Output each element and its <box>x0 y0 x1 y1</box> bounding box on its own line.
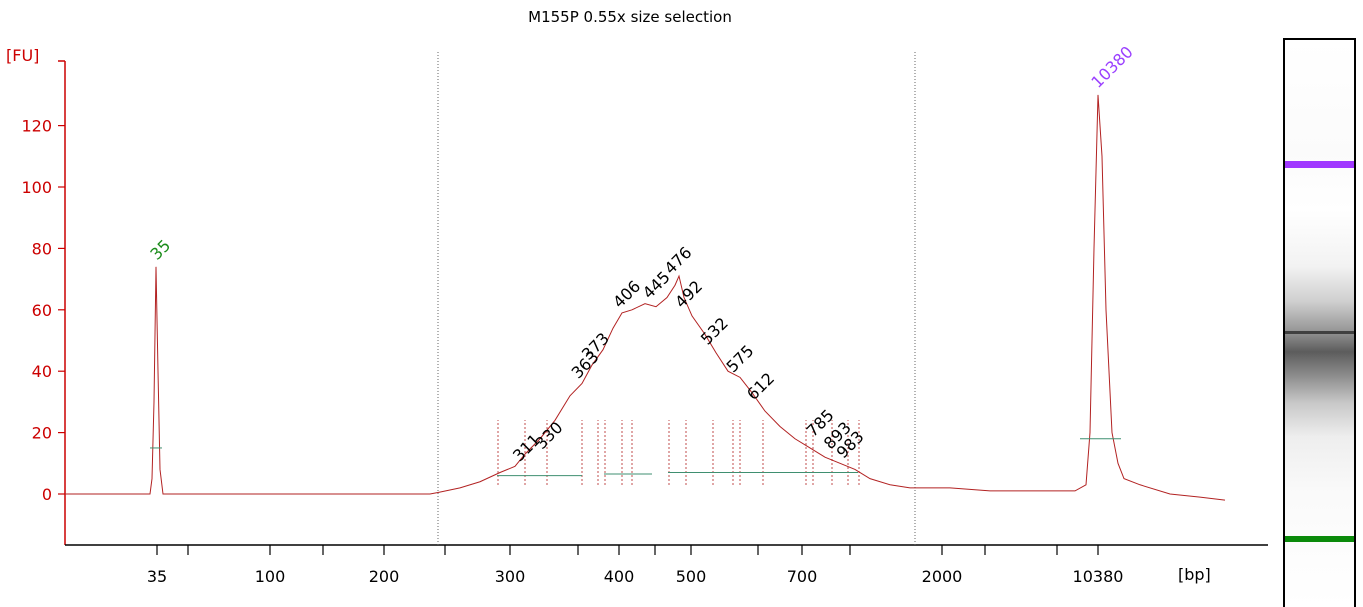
x-tick-label: 500 <box>676 567 707 586</box>
x-tick-label: 700 <box>787 567 818 586</box>
gel-image-lane <box>1283 38 1356 607</box>
y-tick-label: 120 <box>21 117 52 136</box>
chart-title: M155P 0.55x size selection <box>528 8 732 26</box>
y-tick-label: 20 <box>32 424 52 443</box>
x-tick-label: 200 <box>369 567 400 586</box>
x-tick-label: 100 <box>255 567 286 586</box>
peak-size-label: 476 <box>661 243 696 278</box>
electropherogram-chart: [FU] [bp] 0 20 40 60 80 100 120 35 100 200 300 400 500… <box>6 42 1268 586</box>
gel-sample-band <box>1285 331 1354 334</box>
x-axis-label: [bp] <box>1178 565 1211 584</box>
peak-baselines <box>150 438 1121 477</box>
y-tick-label: 40 <box>32 362 52 381</box>
y-tick-label: 100 <box>21 178 52 197</box>
integration-lines <box>497 420 860 485</box>
y-axis-label: [FU] <box>6 46 39 65</box>
axes: [FU] [bp] 0 20 40 60 80 100 120 35 100 200 300 400 500… <box>6 46 1268 586</box>
y-tick-label: 0 <box>42 485 52 504</box>
marker-peak-label: 10380 <box>1087 42 1136 91</box>
electropherogram-trace <box>65 94 1226 501</box>
x-tick-label: 400 <box>604 567 635 586</box>
peak-size-label: 532 <box>697 314 732 349</box>
gel-lower-marker-band <box>1285 536 1354 542</box>
peak-size-label: 612 <box>743 369 778 404</box>
y-tick-label: 80 <box>32 239 52 258</box>
gel-upper-marker-band <box>1285 161 1354 168</box>
y-tick-label: 60 <box>32 301 52 320</box>
marker-peak-label: 35 <box>146 236 174 264</box>
x-tick-label: 2000 <box>922 567 963 586</box>
x-tick-label: 35 <box>147 567 167 586</box>
x-tick-label: 10380 <box>1073 567 1124 586</box>
x-tick-label: 300 <box>495 567 526 586</box>
